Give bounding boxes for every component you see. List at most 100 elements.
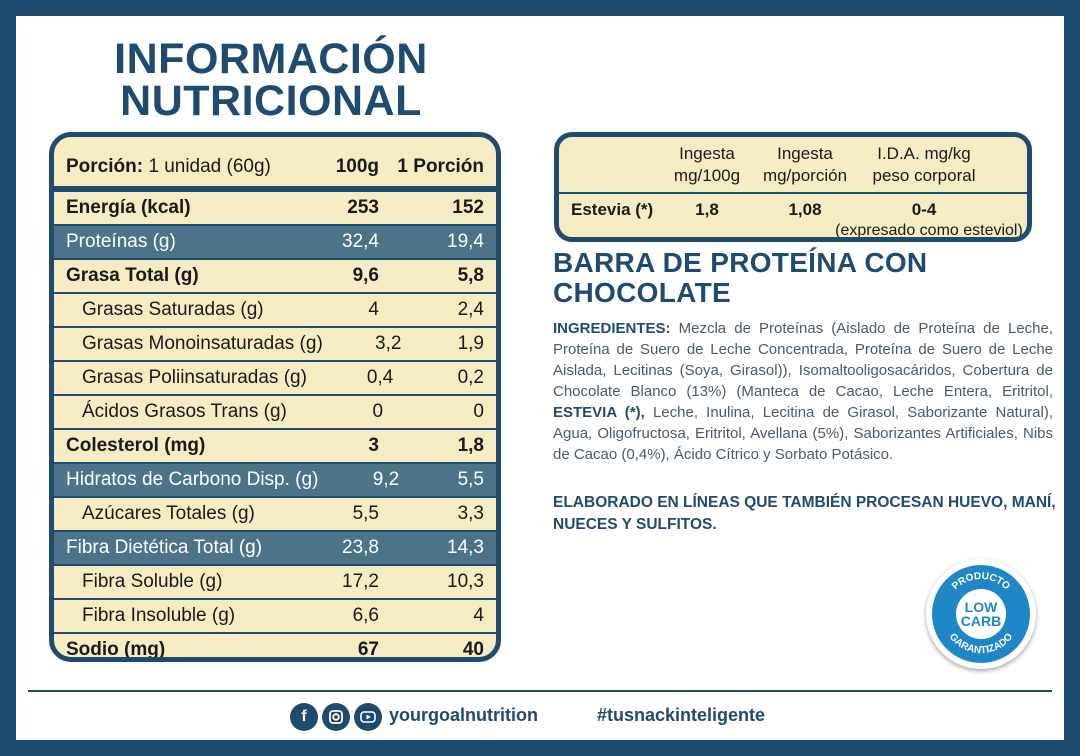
row-label: Azúcares Totales (g) — [82, 503, 255, 524]
ida-value-portion: 1,08 — [788, 200, 822, 219]
row-value-100g: 3,2 — [375, 333, 402, 354]
row-value-portion: 0,2 — [457, 367, 484, 388]
ingredients-text: INGREDIENTES: Mezcla de Proteínas (Aisla… — [553, 318, 1053, 465]
row-value-portion: 5,5 — [457, 469, 484, 490]
row-value-portion: 40 — [462, 639, 484, 660]
ida-header-text: mg/100g — [673, 166, 741, 185]
nutrition-row-monounsaturated-fat: Grasas Monoinsaturadas (g) 3,2 1,9 — [54, 328, 496, 360]
divider — [54, 598, 496, 600]
row-label: Fibra Soluble (g) — [82, 571, 223, 592]
nutrition-header-row: Porción: 1 unidad (60g) 100g 1 Porción — [54, 149, 496, 185]
divider — [54, 428, 496, 430]
nutrition-row-saturated-fat: Grasas Saturadas (g) 4 2,4 — [54, 294, 496, 326]
page-title: INFORMACIÓN NUTRICIONAL — [106, 38, 436, 125]
ida-col-per-portion: Ingesta mg/porción — [759, 143, 851, 187]
row-label: Energía (kcal) — [66, 197, 191, 218]
facebook-icon[interactable]: f — [290, 703, 318, 731]
nutrition-row-carbohydrates: Hidratos de Carbono Disp. (g) 9,2 5,5 — [54, 464, 496, 496]
ida-header-text: I.D.A. mg/kg — [877, 144, 971, 163]
ida-header-text: Ingesta — [777, 144, 833, 163]
divider — [54, 564, 496, 566]
row-value-portion: 1,9 — [457, 333, 484, 354]
divider — [54, 326, 496, 328]
nutrition-row-cholesterol: Colesterol (mg) 3 1,8 — [54, 430, 496, 462]
ida-value-100g: 1,8 — [695, 200, 719, 219]
title-line-2: NUTRICIONAL — [120, 77, 422, 125]
product-name: BARRA DE PROTEÍNA CON CHOCOLATE — [553, 248, 927, 308]
row-label: Grasa Total (g) — [66, 265, 199, 286]
nutrition-table: Porción: 1 unidad (60g) 100g 1 Porción E… — [49, 132, 501, 662]
row-value-portion: 5,8 — [457, 265, 484, 286]
row-label: Hidratos de Carbono Disp. (g) — [66, 469, 319, 490]
product-name-line-2: CHOCOLATE — [553, 277, 731, 308]
row-label: Grasas Saturadas (g) — [82, 299, 264, 320]
divider — [559, 192, 1027, 194]
product-name-line-1: BARRA DE PROTEÍNA CON — [553, 247, 928, 278]
nutrition-row-total-sugars: Azúcares Totales (g) 5,5 3,3 — [54, 498, 496, 530]
nutrition-row-protein: Proteínas (g) 32,4 19,4 — [54, 226, 496, 258]
row-label: Ácidos Grasos Trans (g) — [82, 401, 287, 422]
row-value-100g: 3 — [368, 435, 379, 456]
nutrition-row-energy: Energía (kcal) 253 152 — [54, 192, 496, 224]
row-value-portion: 2,4 — [457, 299, 484, 320]
portion-value: 1 unidad (60g) — [148, 156, 271, 177]
row-label: Sodio (mg) — [66, 639, 166, 660]
badge-ring-text: PRODUCTO GARANTIZADO — [947, 571, 1015, 656]
row-label: Fibra Insoluble (g) — [82, 605, 236, 626]
divider — [54, 632, 496, 634]
row-value-100g: 17,2 — [342, 571, 379, 592]
social-handle[interactable]: yourgoalnutrition — [389, 705, 538, 725]
row-value-portion: 152 — [452, 197, 484, 218]
hashtag: #tusnackinteligente — [597, 705, 766, 725]
row-label: Grasas Monoinsaturadas (g) — [82, 333, 323, 354]
ida-table: Ingesta mg/100g Ingesta mg/porción I.D.A… — [554, 132, 1032, 242]
row-label: Fibra Dietética Total (g) — [66, 537, 263, 558]
row-value-portion: 0 — [473, 401, 484, 422]
footer-divider — [28, 690, 1052, 692]
portion-title: Porción: — [66, 156, 144, 177]
label-sheet: INFORMACIÓN NUTRICIONAL Porción: 1 unida… — [16, 16, 1064, 740]
row-value-portion: 4 — [473, 605, 484, 626]
row-value-100g: 9,6 — [352, 265, 379, 286]
ida-col-per-100g: Ingesta mg/100g — [667, 143, 747, 187]
row-value-100g: 32,4 — [342, 231, 379, 252]
nutrition-row-insoluble-fiber: Fibra Insoluble (g) 6,6 4 — [54, 600, 496, 632]
portion-label: Porción: 1 unidad (60g) — [54, 156, 279, 178]
row-value-100g: 0,4 — [366, 367, 394, 388]
youtube-icon[interactable] — [354, 703, 382, 731]
row-value-100g: 5,5 — [352, 503, 379, 524]
row-value-100g: 23,8 — [342, 537, 379, 558]
ingredients-highlight: ESTEVIA (*), — [553, 404, 645, 421]
divider — [54, 224, 496, 226]
row-value-100g: 9,2 — [372, 469, 400, 490]
nutrition-row-total-fat: Grasa Total (g) 9,6 5,8 — [54, 260, 496, 292]
ida-header-text: peso corporal — [872, 166, 976, 185]
youtube-glyph — [360, 711, 376, 723]
ida-header-text: mg/porción — [762, 166, 848, 185]
low-carb-badge: PRODUCTO GARANTIZADO LOW CARB — [926, 559, 1036, 669]
badge-line-2: CARB — [960, 613, 1002, 629]
nutrition-row-trans-fat: Ácidos Grasos Trans (g) 0 0 — [54, 396, 496, 428]
row-value-100g: 6,6 — [352, 605, 379, 626]
ida-note: (expresado como esteviol) — [835, 222, 1023, 239]
ida-row-label: Estevia (*) — [571, 200, 654, 219]
divider — [54, 292, 496, 294]
row-value-portion: 19,4 — [447, 231, 484, 252]
row-label: Colesterol (mg) — [66, 435, 206, 456]
row-label: Grasas Poliinsaturadas (g) — [82, 367, 307, 388]
row-value-portion: 14,3 — [447, 537, 484, 558]
nutrition-row-dietary-fiber: Fibra Dietética Total (g) 23,8 14,3 — [54, 532, 496, 564]
ingredients-part-1: Mezcla de Proteínas (Aislado de Proteína… — [553, 320, 1053, 400]
row-label: Proteínas (g) — [66, 231, 176, 252]
divider — [54, 258, 496, 260]
nutrition-row-polyunsaturated-fat: Grasas Poliinsaturadas (g) 0,4 0,2 — [54, 362, 496, 394]
badge-line-1: LOW — [964, 599, 998, 615]
nutrition-row-soluble-fiber: Fibra Soluble (g) 17,2 10,3 — [54, 566, 496, 598]
col-portion-header: 1 Porción — [397, 156, 484, 177]
row-value-100g: 67 — [357, 639, 379, 660]
divider — [54, 394, 496, 396]
divider — [54, 186, 496, 192]
badge-core: LOW CARB — [956, 589, 1006, 639]
instagram-icon[interactable] — [322, 703, 350, 731]
divider — [54, 496, 496, 498]
